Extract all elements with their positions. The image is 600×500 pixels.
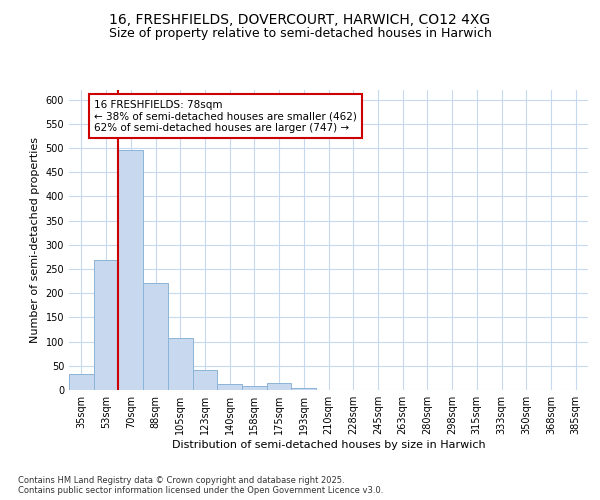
X-axis label: Distribution of semi-detached houses by size in Harwich: Distribution of semi-detached houses by … [172,440,485,450]
Bar [94,260,118,390]
Bar [217,384,242,390]
Bar [292,388,316,390]
Text: Contains HM Land Registry data © Crown copyright and database right 2025.
Contai: Contains HM Land Registry data © Crown c… [18,476,383,495]
Bar [267,383,292,390]
Bar [143,282,168,390]
Text: 16 FRESHFIELDS: 78sqm
← 38% of semi-detached houses are smaller (462)
62% of sem: 16 FRESHFIELDS: 78sqm ← 38% of semi-deta… [94,100,356,133]
Bar [193,370,217,390]
Bar [69,374,94,390]
Text: Size of property relative to semi-detached houses in Harwich: Size of property relative to semi-detach… [109,28,491,40]
Text: 16, FRESHFIELDS, DOVERCOURT, HARWICH, CO12 4XG: 16, FRESHFIELDS, DOVERCOURT, HARWICH, CO… [109,12,491,26]
Bar [168,338,193,390]
Y-axis label: Number of semi-detached properties: Number of semi-detached properties [30,137,40,343]
Bar [118,150,143,390]
Bar [242,386,267,390]
